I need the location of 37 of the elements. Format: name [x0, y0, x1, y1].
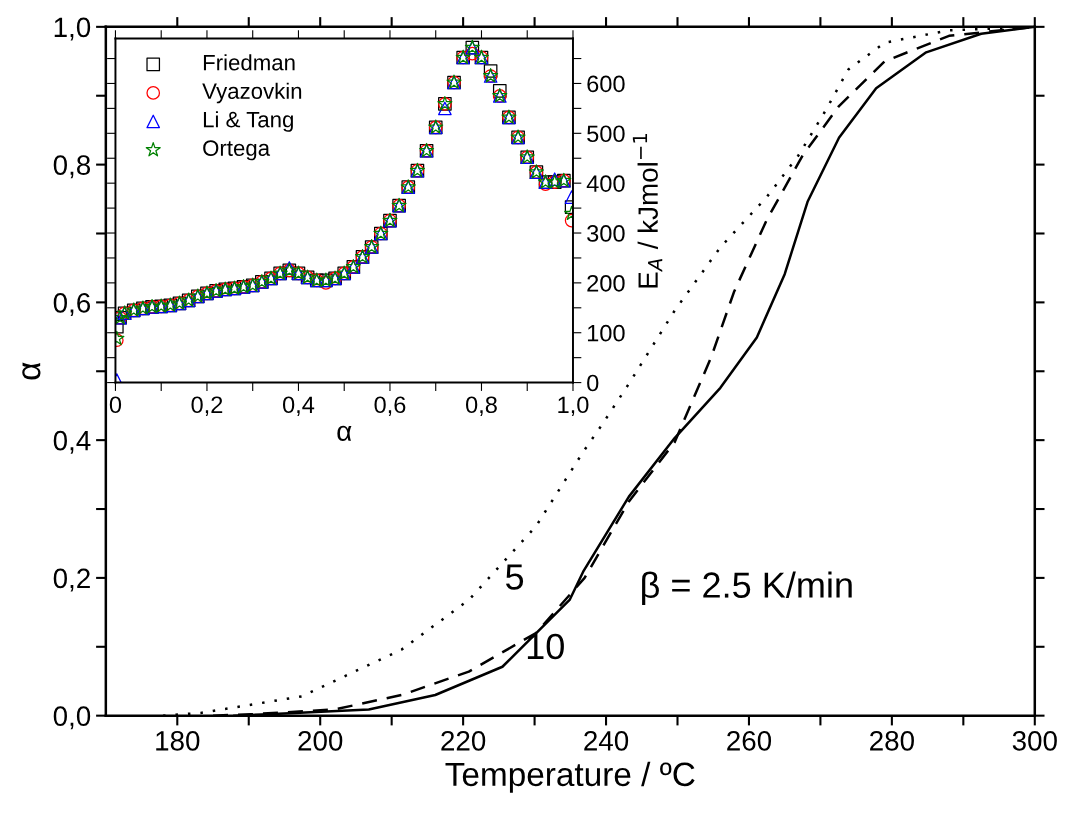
y-tick-label: 500 — [587, 125, 625, 143]
y-tick-label: 0,8 — [53, 155, 91, 179]
y-tick-label: 600 — [587, 75, 625, 93]
y-tick-label: 0,0 — [53, 706, 91, 730]
y-tick-label: 0 — [587, 374, 599, 392]
annotation: β = 2.5 K/min — [642, 571, 852, 606]
x-tick-label: 300 — [1012, 730, 1057, 751]
legend-label: Friedman — [203, 54, 295, 71]
x-tick-label: 0,4 — [282, 396, 315, 416]
y-tick-label: 200 — [587, 274, 625, 292]
y-tick-label: 0,4 — [53, 430, 91, 454]
x-tick-label: 1,0 — [558, 396, 589, 416]
x-tick-label: 280 — [870, 730, 914, 751]
legend-label: Vyazovkin — [202, 82, 302, 104]
legend-label: Ortega — [203, 140, 271, 161]
x-tick-label: 260 — [727, 730, 772, 751]
x-tick-label: 0,8 — [465, 396, 497, 416]
x-tick-label: 180 — [156, 730, 200, 751]
x-tick-label: 240 — [584, 730, 629, 751]
x-tick-label: 220 — [441, 730, 486, 751]
x-axis-title: α — [337, 425, 352, 441]
annotation: 10 — [527, 633, 564, 660]
y-tick-label: 400 — [586, 175, 625, 192]
legend-label: Li & Tang — [203, 111, 293, 132]
y-tick-label: 0,2 — [53, 568, 90, 592]
x-tick-label: 200 — [298, 730, 343, 751]
x-axis-title: Temperature / ºC — [445, 761, 695, 793]
y-tick-label: 1,0 — [54, 17, 91, 41]
annotation: 5 — [505, 564, 524, 590]
x-tick-label: 0,6 — [374, 396, 406, 416]
x-tick-label: 0,2 — [191, 396, 223, 416]
y-tick-label: 300 — [587, 225, 625, 242]
y-axis-title: E$_{A}$ / kJmol$^{−1}$ — [632, 134, 663, 288]
y-tick-label: 100 — [587, 324, 625, 342]
y-axis-title: α — [22, 362, 41, 380]
x-tick-label: 0 — [109, 396, 122, 414]
y-tick-label: 0,6 — [53, 293, 91, 316]
